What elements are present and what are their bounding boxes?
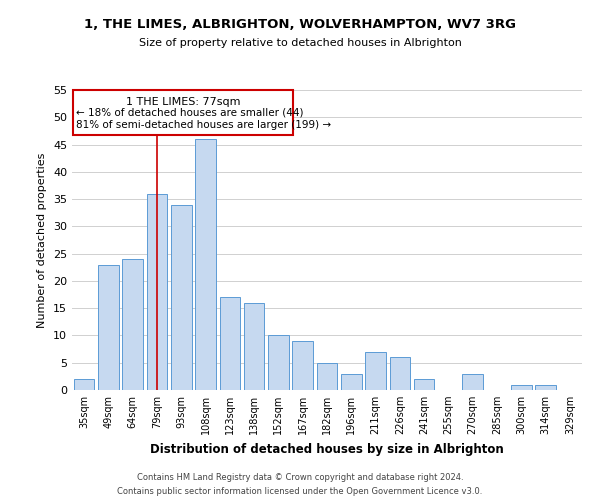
Bar xyxy=(511,384,532,390)
Bar xyxy=(244,302,265,390)
FancyBboxPatch shape xyxy=(73,90,293,134)
Bar xyxy=(146,194,167,390)
Text: 1 THE LIMES: 77sqm: 1 THE LIMES: 77sqm xyxy=(126,96,241,106)
Bar xyxy=(195,139,216,390)
Bar xyxy=(292,341,313,390)
Bar xyxy=(389,358,410,390)
Text: Contains HM Land Registry data © Crown copyright and database right 2024.: Contains HM Land Registry data © Crown c… xyxy=(137,472,463,482)
Bar xyxy=(171,204,191,390)
Text: 1, THE LIMES, ALBRIGHTON, WOLVERHAMPTON, WV7 3RG: 1, THE LIMES, ALBRIGHTON, WOLVERHAMPTON,… xyxy=(84,18,516,30)
Text: 81% of semi-detached houses are larger (199) →: 81% of semi-detached houses are larger (… xyxy=(76,120,331,130)
Bar xyxy=(341,374,362,390)
Bar xyxy=(220,298,240,390)
Text: Contains public sector information licensed under the Open Government Licence v3: Contains public sector information licen… xyxy=(118,488,482,496)
Bar xyxy=(268,336,289,390)
Bar xyxy=(98,264,119,390)
Bar xyxy=(74,379,94,390)
Bar xyxy=(535,384,556,390)
Bar xyxy=(365,352,386,390)
X-axis label: Distribution of detached houses by size in Albrighton: Distribution of detached houses by size … xyxy=(150,442,504,456)
Bar xyxy=(122,259,143,390)
Bar xyxy=(414,379,434,390)
Text: ← 18% of detached houses are smaller (44): ← 18% of detached houses are smaller (44… xyxy=(76,108,303,118)
Text: Size of property relative to detached houses in Albrighton: Size of property relative to detached ho… xyxy=(139,38,461,48)
Y-axis label: Number of detached properties: Number of detached properties xyxy=(37,152,47,328)
Bar xyxy=(463,374,483,390)
Bar xyxy=(317,362,337,390)
